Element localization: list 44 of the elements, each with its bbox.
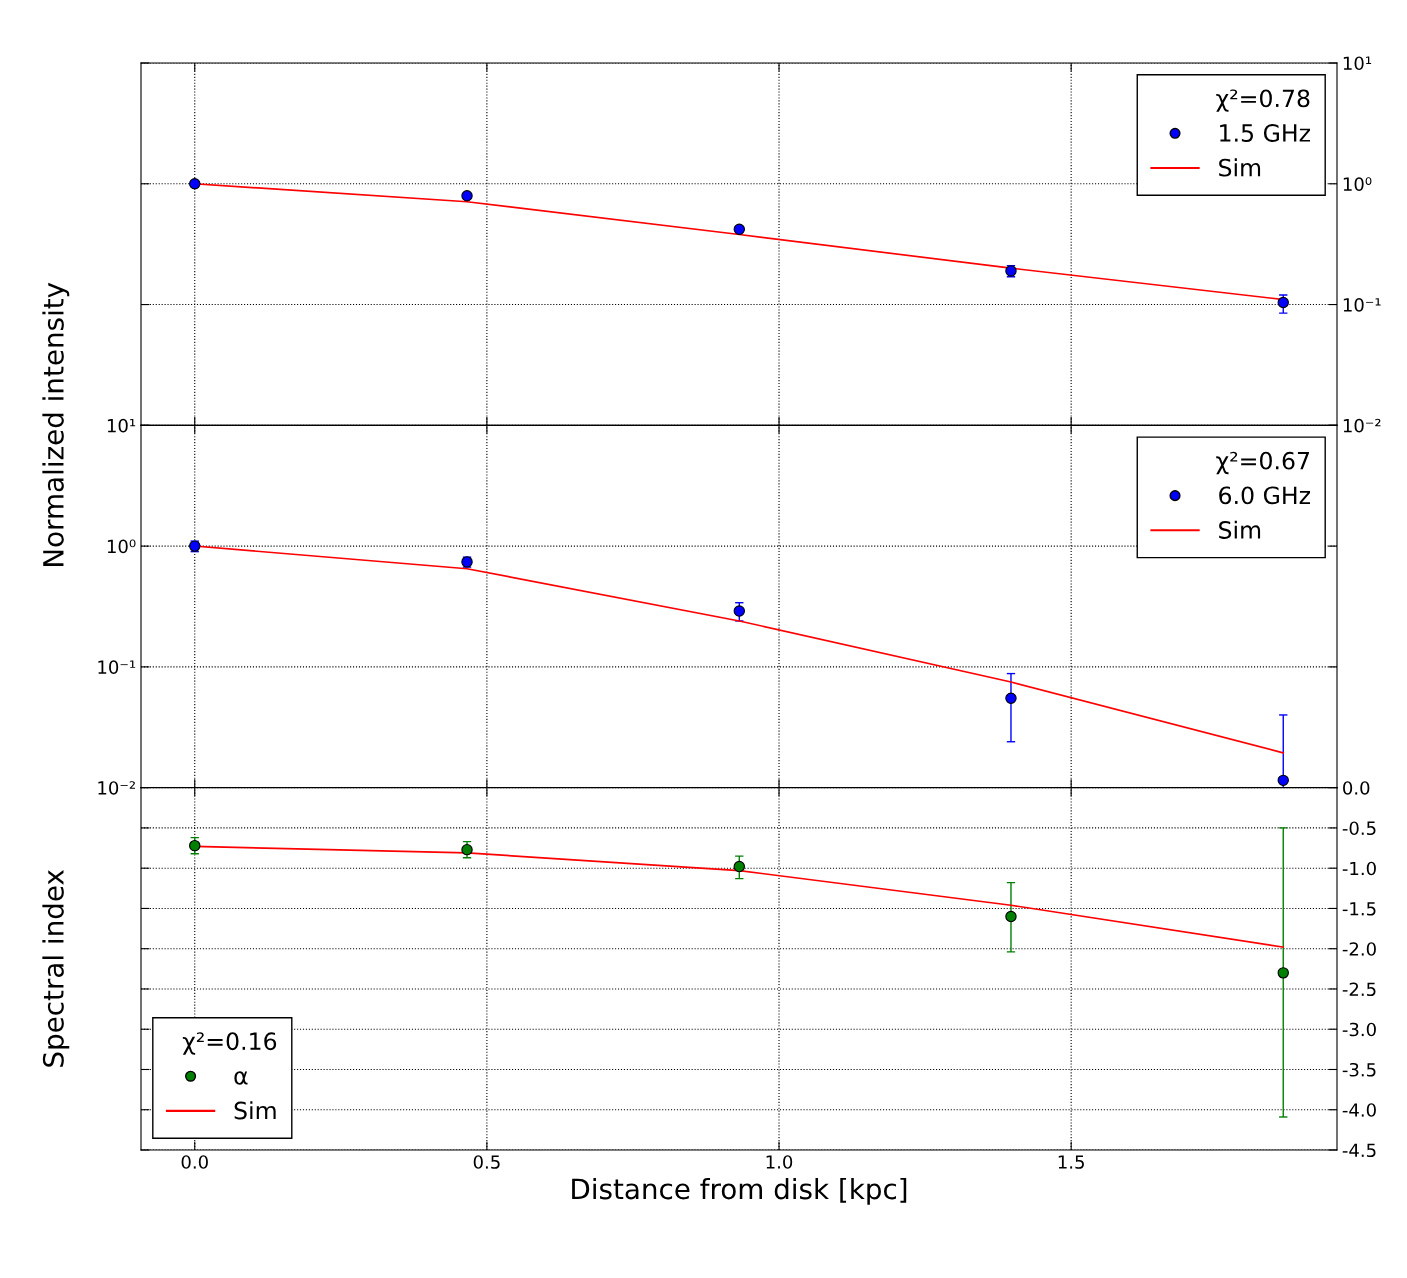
point — [1277, 967, 1289, 979]
x-tick-label: 0.5 — [473, 1155, 500, 1169]
y-tick-label: -2.5 — [1342, 982, 1376, 997]
y-tick-label: -3.0 — [1342, 1022, 1376, 1037]
y-axis-title: Normalized intensity — [42, 282, 70, 566]
legend-label: 6.0 GHz — [1219, 486, 1311, 505]
y-tick-label: -0.5 — [1342, 821, 1376, 836]
y-tick-label: 10⁰ — [107, 539, 136, 554]
y-tick-label: 10¹ — [107, 418, 136, 433]
legend-title: χ²=0.16 — [182, 1032, 277, 1055]
y-tick-label: 0.0 — [1343, 781, 1370, 795]
x-axis-title: Distance from disk [kpc] — [572, 1177, 907, 1205]
y-tick-label: -1.5 — [1342, 902, 1376, 916]
y-tick-label: -1.0 — [1342, 861, 1376, 876]
legend-label: Sim — [234, 1101, 276, 1120]
y-tick-label: 10¹ — [1343, 56, 1372, 71]
y-tick-label: 10⁻¹ — [98, 660, 136, 675]
point — [733, 223, 745, 235]
legend-label: α — [234, 1071, 248, 1085]
point — [1277, 774, 1289, 787]
point — [733, 605, 745, 617]
y-tick-label: -4.5 — [1342, 1143, 1376, 1158]
y-axis-title: Spectral index — [42, 869, 70, 1067]
y-tick-label: -4.0 — [1342, 1103, 1376, 1117]
legend-title: χ²=0.67 — [1216, 451, 1310, 475]
legend-label: 1.5 GHz — [1220, 124, 1311, 142]
legend-label: Sim — [1219, 158, 1261, 177]
point — [1005, 910, 1017, 923]
y-tick-label: 10⁻² — [1343, 418, 1381, 433]
x-tick-label: 1.0 — [766, 1155, 793, 1169]
point — [733, 860, 745, 873]
y-tick-label: 10⁻¹ — [1343, 298, 1381, 312]
legend-label: Sim — [1219, 520, 1261, 539]
legend-title: χ²=0.78 — [1216, 89, 1310, 112]
x-tick-label: 1.5 — [1058, 1155, 1084, 1169]
y-tick-label: -3.5 — [1342, 1062, 1376, 1077]
y-tick-label: -2.0 — [1342, 942, 1376, 956]
point — [1277, 296, 1289, 309]
y-tick-label: 10⁻² — [98, 781, 135, 795]
y-tick-label: 10⁰ — [1343, 177, 1372, 191]
point — [189, 178, 201, 190]
point — [461, 190, 473, 202]
x-tick-label: 0.0 — [181, 1155, 208, 1169]
point — [1005, 692, 1017, 704]
